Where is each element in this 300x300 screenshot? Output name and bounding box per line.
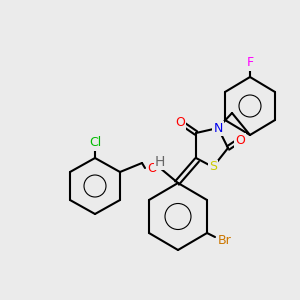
Text: Br: Br: [218, 233, 232, 247]
Text: O: O: [175, 116, 185, 128]
Text: H: H: [155, 155, 165, 169]
Text: Cl: Cl: [89, 136, 101, 149]
Text: O: O: [235, 134, 245, 146]
Text: O: O: [147, 161, 157, 175]
Text: F: F: [246, 56, 254, 70]
Text: S: S: [209, 160, 217, 173]
Text: N: N: [213, 122, 223, 134]
